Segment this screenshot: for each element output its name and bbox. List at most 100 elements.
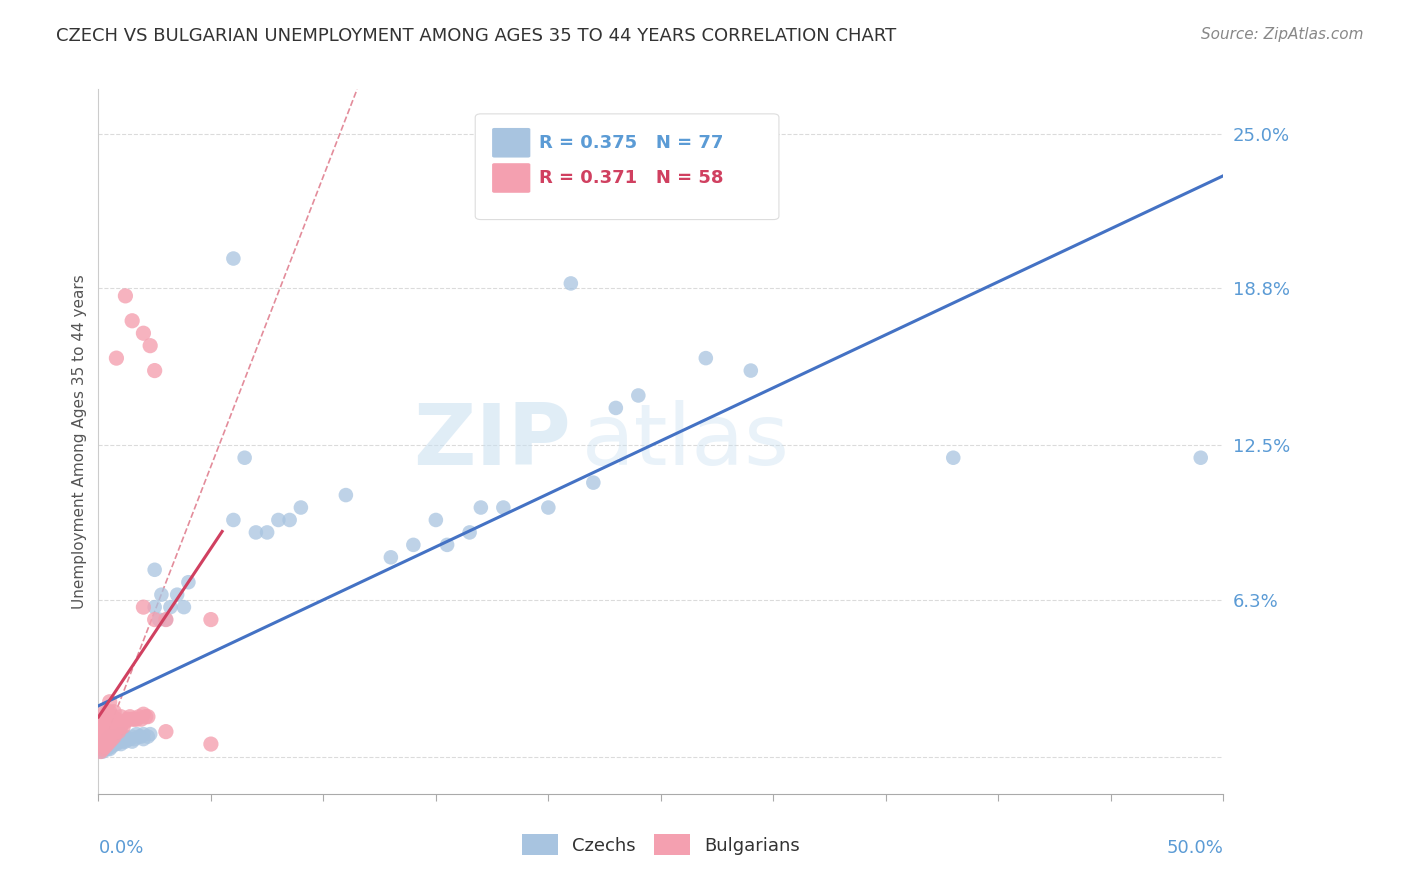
- Point: [470, 500, 492, 515]
- Text: 0.0%: 0.0%: [98, 838, 143, 856]
- Point: [132, 727, 155, 741]
- Point: [98, 705, 121, 719]
- Point: [90, 724, 112, 739]
- Point: [98, 730, 121, 744]
- Point: [148, 613, 170, 627]
- Text: ZIP: ZIP: [413, 400, 571, 483]
- Point: [90, 745, 112, 759]
- Point: [98, 734, 121, 748]
- Point: [105, 712, 128, 726]
- Point: [135, 709, 157, 723]
- Point: [101, 734, 124, 748]
- Point: [1189, 450, 1212, 465]
- Point: [91, 737, 114, 751]
- Point: [173, 600, 195, 615]
- Point: [112, 734, 135, 748]
- Point: [96, 742, 118, 756]
- Point: [105, 737, 128, 751]
- Point: [695, 351, 717, 365]
- Point: [103, 730, 125, 744]
- Point: [94, 730, 117, 744]
- Point: [458, 525, 481, 540]
- Point: [114, 714, 136, 729]
- Point: [94, 705, 117, 719]
- Point: [90, 745, 112, 759]
- Text: Source: ZipAtlas.com: Source: ZipAtlas.com: [1201, 27, 1364, 42]
- Point: [537, 500, 560, 515]
- Point: [233, 450, 256, 465]
- Point: [245, 525, 267, 540]
- Point: [143, 563, 166, 577]
- Point: [132, 326, 155, 341]
- Point: [91, 712, 114, 726]
- Point: [103, 737, 125, 751]
- Point: [402, 538, 425, 552]
- Point: [110, 720, 132, 734]
- Point: [96, 714, 118, 729]
- Point: [267, 513, 290, 527]
- Point: [335, 488, 357, 502]
- Point: [98, 695, 121, 709]
- Point: [91, 717, 114, 731]
- Point: [605, 401, 627, 415]
- Point: [101, 739, 124, 754]
- Point: [200, 737, 222, 751]
- Point: [107, 724, 129, 739]
- Point: [129, 730, 152, 744]
- Point: [105, 351, 128, 365]
- Point: [200, 613, 222, 627]
- Point: [124, 712, 146, 726]
- Point: [96, 737, 118, 751]
- Point: [128, 709, 150, 723]
- FancyBboxPatch shape: [492, 128, 530, 158]
- Legend: Czechs, Bulgarians: Czechs, Bulgarians: [515, 827, 807, 863]
- Point: [91, 734, 114, 748]
- Point: [90, 739, 112, 754]
- Point: [90, 742, 112, 756]
- Point: [290, 500, 312, 515]
- Point: [139, 727, 162, 741]
- Point: [124, 732, 146, 747]
- Point: [91, 745, 114, 759]
- Point: [132, 600, 155, 615]
- Point: [627, 388, 650, 402]
- Point: [436, 538, 458, 552]
- Point: [105, 724, 128, 739]
- Point: [132, 732, 155, 747]
- Point: [101, 732, 124, 747]
- Point: [103, 730, 125, 744]
- Point: [128, 730, 150, 744]
- Text: R = 0.375   N = 77: R = 0.375 N = 77: [540, 134, 724, 152]
- Point: [98, 724, 121, 739]
- Point: [101, 709, 124, 723]
- Point: [166, 588, 188, 602]
- Point: [90, 737, 112, 751]
- Point: [98, 737, 121, 751]
- Point: [103, 705, 125, 719]
- Point: [91, 742, 114, 756]
- Point: [96, 724, 118, 739]
- Y-axis label: Unemployment Among Ages 35 to 44 years: Unemployment Among Ages 35 to 44 years: [72, 274, 87, 609]
- Point: [110, 709, 132, 723]
- Point: [110, 732, 132, 747]
- Point: [121, 730, 143, 744]
- Point: [98, 732, 121, 747]
- Point: [96, 705, 118, 719]
- Point: [121, 712, 143, 726]
- Point: [125, 712, 148, 726]
- Point: [110, 737, 132, 751]
- Point: [121, 314, 143, 328]
- Point: [101, 720, 124, 734]
- Point: [150, 588, 173, 602]
- Point: [139, 339, 162, 353]
- Point: [96, 737, 118, 751]
- Point: [114, 289, 136, 303]
- Point: [117, 732, 139, 747]
- Point: [118, 732, 141, 747]
- Point: [136, 709, 159, 723]
- Point: [103, 717, 125, 731]
- Point: [121, 734, 143, 748]
- Point: [91, 724, 114, 739]
- Point: [117, 712, 139, 726]
- Text: R = 0.371   N = 58: R = 0.371 N = 58: [540, 169, 724, 187]
